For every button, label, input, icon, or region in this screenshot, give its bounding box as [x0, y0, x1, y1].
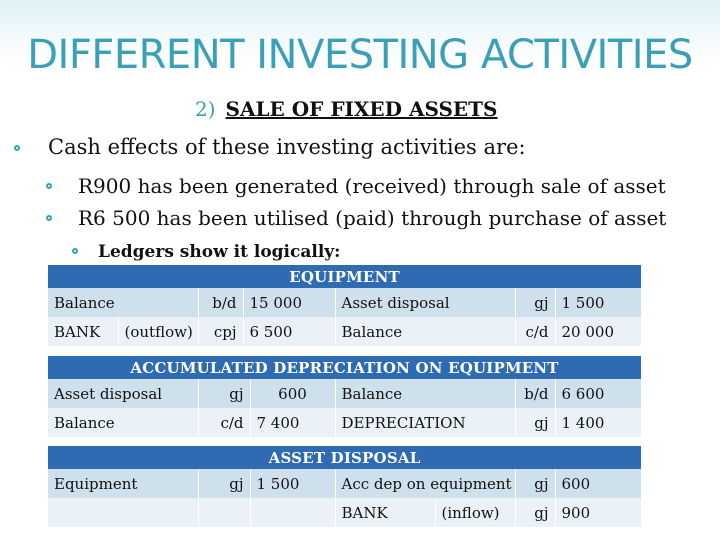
dr-ref: gj	[198, 379, 251, 408]
dr-account: Equipment	[48, 469, 199, 498]
cr-amount: 6 600	[555, 379, 642, 408]
dr-amount: 600	[250, 379, 336, 408]
dr-account: Asset disposal	[48, 379, 199, 408]
dr-ref: c/d	[198, 408, 251, 437]
table-row: Balance b/d 15 000 Asset disposal gj 1 5…	[48, 288, 642, 317]
table-row: Balance c/d 7 400 DEPRECIATION gj 1 400	[48, 408, 642, 437]
cr-ref: gj	[515, 469, 556, 498]
dr-account	[48, 498, 199, 527]
table-row: BANK (inflow) gj 900	[48, 498, 642, 527]
bullet-icon	[46, 183, 52, 189]
cr-account: Balance	[335, 379, 516, 408]
slide-title: DIFFERENT INVESTING ACTIVITIES	[27, 32, 693, 78]
dr-amount: 7 400	[250, 408, 336, 437]
cr-ref: b/d	[515, 379, 556, 408]
dr-ref: cpj	[198, 317, 244, 346]
cr-account: BANK	[335, 498, 436, 527]
cr-amount: 600	[555, 469, 642, 498]
ledger-title: EQUIPMENT	[48, 265, 642, 288]
cr-account: Acc dep on equipment	[335, 469, 516, 498]
dr-account: Balance	[48, 288, 199, 317]
table-row: Equipment gj 1 500 Acc dep on equipment …	[48, 469, 642, 498]
ledger-title: ACCUMULATED DEPRECIATION ON EQUIPMENT	[48, 356, 642, 379]
dr-amount: 1 500	[250, 469, 336, 498]
section-title: SALE OF FIXED ASSETS	[225, 97, 498, 121]
section-number: 2)	[195, 97, 216, 121]
bullet-paid: R6 500 has been utilised (paid) through …	[46, 204, 666, 232]
cr-ref: gj	[515, 288, 556, 317]
bullet-icon	[72, 248, 78, 254]
cr-amount: 1 400	[555, 408, 642, 437]
section-heading: 2) SALE OF FIXED ASSETS	[195, 96, 498, 122]
bullet-received: R900 has been generated (received) throu…	[46, 172, 666, 200]
ledger-title: ASSET DISPOSAL	[48, 446, 642, 469]
dr-amount: 15 000	[243, 288, 336, 317]
dr-ref: gj	[198, 469, 251, 498]
dr-account: BANK	[48, 317, 119, 346]
dr-amount: 6 500	[243, 317, 336, 346]
bullet-ledgers: Ledgers show it logically:	[72, 238, 340, 266]
table-row: Asset disposal gj 600 Balance b/d 6 600	[48, 379, 642, 408]
bullet-intro: Cash effects of these investing activiti…	[14, 133, 526, 161]
cr-ref: gj	[515, 408, 556, 437]
bullet-icon	[46, 215, 52, 221]
cr-amount: 20 000	[555, 317, 642, 346]
dr-account: Balance	[48, 408, 199, 437]
cr-note: (inflow)	[435, 498, 516, 527]
table-row: BANK (outflow) cpj 6 500 Balance c/d 20 …	[48, 317, 642, 346]
cr-account: DEPRECIATION	[335, 408, 516, 437]
dr-ref	[198, 498, 251, 527]
bullet-icon	[14, 145, 20, 151]
acc-dep-ledger: ACCUMULATED DEPRECIATION ON EQUIPMENT As…	[48, 356, 642, 437]
cr-account: Balance	[335, 317, 516, 346]
cr-account: Asset disposal	[335, 288, 516, 317]
dr-note: (outflow)	[118, 317, 199, 346]
cr-amount: 900	[555, 498, 642, 527]
dr-amount	[250, 498, 336, 527]
equipment-ledger: EQUIPMENT Balance b/d 15 000 Asset dispo…	[48, 265, 642, 346]
cr-ref: c/d	[515, 317, 556, 346]
asset-disposal-ledger: ASSET DISPOSAL Equipment gj 1 500 Acc de…	[48, 446, 642, 527]
cr-ref: gj	[515, 498, 556, 527]
dr-ref: b/d	[198, 288, 244, 317]
cr-amount: 1 500	[555, 288, 642, 317]
